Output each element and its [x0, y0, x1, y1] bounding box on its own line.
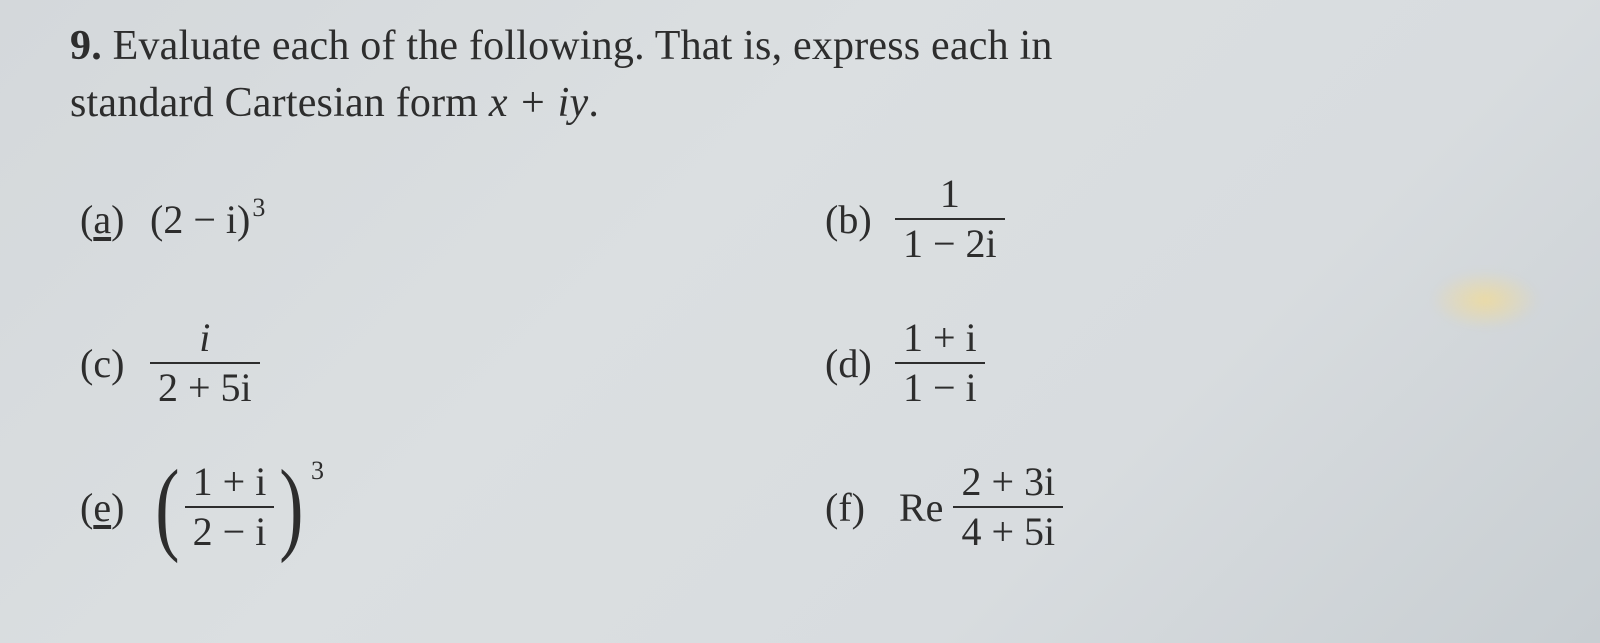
item-b-expression: 1 1 − 2i [895, 173, 1005, 265]
fraction-bar [150, 362, 260, 364]
item-a: (a) (2 − i)3 [80, 159, 785, 279]
item-b-denominator: 1 − 2i [895, 223, 1005, 265]
item-d: (d) 1 + i 1 − i [825, 303, 1530, 423]
fraction-bar [895, 218, 1005, 220]
item-e-exponent: 3 [311, 456, 324, 486]
item-a-label: (a) [80, 196, 150, 243]
item-c-numerator: i [191, 317, 218, 359]
problem-grid: (a) (2 − i)3 (b) 1 1 − 2i (c) i [70, 159, 1530, 567]
item-a-expression: (2 − i)3 [150, 196, 265, 243]
item-f-label: (f) [825, 484, 895, 531]
item-f-expression: Re 2 + 3i 4 + 5i [895, 461, 1063, 553]
item-d-fraction: 1 + i 1 − i [895, 317, 985, 409]
item-e-expression: ( 1 + i 2 − i ) 3 [150, 461, 324, 553]
item-f-denominator: 4 + 5i [953, 511, 1063, 553]
prompt-text-line1: Evaluate each of the following. That is,… [113, 23, 1053, 69]
item-d-label: (d) [825, 340, 895, 387]
item-e-label: (e) [80, 484, 150, 531]
item-f: (f) Re 2 + 3i 4 + 5i [825, 447, 1530, 567]
item-c-expression: i 2 + 5i [150, 317, 260, 409]
prompt-text-pre: standard Cartesian form [70, 80, 489, 126]
item-d-expression: 1 + i 1 − i [895, 317, 985, 409]
left-paren-icon: ( [155, 471, 179, 544]
item-c-label: (c) [80, 340, 150, 387]
item-a-exponent: 3 [252, 193, 265, 223]
item-e-fraction: 1 + i 2 − i [185, 461, 275, 553]
prompt-text-post: . [588, 80, 599, 126]
item-a-base: (2 − i) [150, 196, 250, 243]
question-number: 9. [70, 23, 102, 69]
item-f-operator: Re [899, 484, 943, 531]
item-e-numerator: 1 + i [185, 461, 275, 503]
item-b: (b) 1 1 − 2i [825, 159, 1530, 279]
item-b-label: (b) [825, 196, 895, 243]
item-e-label-letter: e [93, 485, 111, 530]
item-d-denominator: 1 − i [895, 367, 985, 409]
item-c-fraction: i 2 + 5i [150, 317, 260, 409]
item-c-denominator: 2 + 5i [150, 367, 260, 409]
item-f-fraction: 2 + 3i 4 + 5i [953, 461, 1063, 553]
item-b-fraction: 1 1 − 2i [895, 173, 1005, 265]
prompt-variable: x + iy [489, 80, 589, 126]
item-e-denominator: 2 − i [185, 511, 275, 553]
exercise-page: 9. Evaluate each of the following. That … [0, 0, 1600, 567]
item-b-numerator: 1 [932, 173, 968, 215]
right-paren-icon: ) [280, 471, 304, 544]
fraction-bar [185, 506, 275, 508]
item-e: (e) ( 1 + i 2 − i ) 3 [80, 447, 785, 567]
question-prompt: 9. Evaluate each of the following. That … [70, 18, 1530, 75]
item-c: (c) i 2 + 5i [80, 303, 785, 423]
question-prompt-line2: standard Cartesian form x + iy. [70, 75, 1530, 132]
fraction-bar [895, 362, 985, 364]
item-d-numerator: 1 + i [895, 317, 985, 359]
fraction-bar [953, 506, 1063, 508]
item-f-numerator: 2 + 3i [953, 461, 1063, 503]
item-a-label-letter: a [93, 197, 111, 242]
